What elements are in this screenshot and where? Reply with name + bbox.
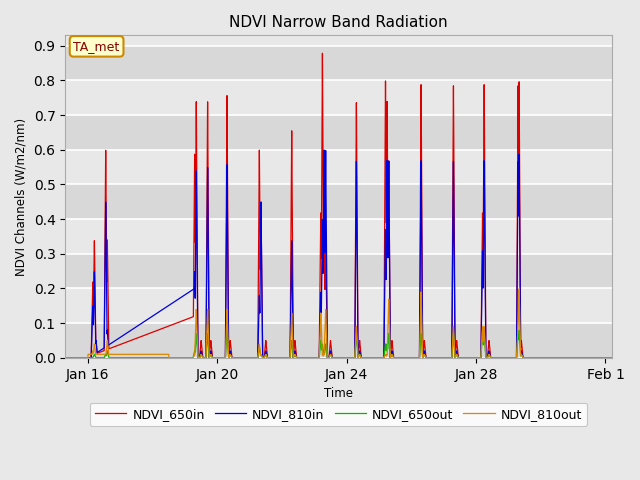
- NDVI_650out: [573, 355, 580, 360]
- NDVI_810out: [195, 355, 203, 360]
- NDVI_650in: [391, 355, 399, 360]
- NDVI_650in: [573, 355, 580, 360]
- NDVI_810in: [58, 355, 66, 360]
- NDVI_650out: [452, 353, 460, 359]
- NDVI_810in: [320, 147, 328, 153]
- Bar: [65, 288, 612, 323]
- Line: NDVI_650out: NDVI_650out: [62, 330, 612, 358]
- NDVI_810in: [452, 352, 460, 358]
- NDVI_650out: [391, 355, 399, 360]
- Bar: [65, 115, 612, 150]
- NDVI_810out: [515, 286, 523, 292]
- Text: TA_met: TA_met: [74, 40, 120, 53]
- Bar: [65, 219, 612, 254]
- NDVI_810out: [452, 353, 460, 359]
- NDVI_810in: [573, 355, 580, 360]
- NDVI_650out: [223, 327, 231, 333]
- Line: NDVI_810in: NDVI_810in: [62, 150, 612, 358]
- NDVI_810out: [573, 355, 580, 360]
- NDVI_810in: [195, 355, 203, 360]
- Line: NDVI_650in: NDVI_650in: [62, 53, 612, 358]
- NDVI_650out: [195, 355, 203, 360]
- Bar: [65, 184, 612, 219]
- Bar: [65, 46, 612, 81]
- NDVI_810in: [391, 355, 399, 360]
- NDVI_810out: [411, 355, 419, 360]
- NDVI_650in: [319, 50, 326, 56]
- Title: NDVI Narrow Band Radiation: NDVI Narrow Band Radiation: [229, 15, 448, 30]
- NDVI_650in: [412, 355, 419, 360]
- NDVI_810out: [608, 355, 616, 360]
- NDVI_810in: [318, 242, 326, 248]
- NDVI_650out: [412, 355, 419, 360]
- Bar: [65, 254, 612, 288]
- Bar: [65, 81, 612, 115]
- NDVI_650in: [318, 108, 326, 113]
- Legend: NDVI_650in, NDVI_810in, NDVI_650out, NDVI_810out: NDVI_650in, NDVI_810in, NDVI_650out, NDV…: [90, 403, 588, 426]
- NDVI_650in: [58, 355, 66, 360]
- NDVI_650out: [58, 355, 66, 360]
- NDVI_650in: [195, 355, 203, 360]
- Y-axis label: NDVI Channels (W/m2/nm): NDVI Channels (W/m2/nm): [15, 118, 28, 276]
- NDVI_810out: [318, 347, 326, 352]
- Bar: [65, 323, 612, 358]
- NDVI_810in: [608, 355, 616, 360]
- NDVI_650in: [452, 347, 460, 352]
- NDVI_810out: [58, 355, 66, 360]
- Bar: [65, 150, 612, 184]
- Line: NDVI_810out: NDVI_810out: [62, 289, 612, 358]
- NDVI_650in: [608, 355, 616, 360]
- NDVI_650out: [318, 343, 326, 349]
- X-axis label: Time: Time: [324, 387, 353, 400]
- NDVI_810out: [391, 355, 399, 360]
- NDVI_810in: [412, 355, 419, 360]
- NDVI_650out: [608, 355, 616, 360]
